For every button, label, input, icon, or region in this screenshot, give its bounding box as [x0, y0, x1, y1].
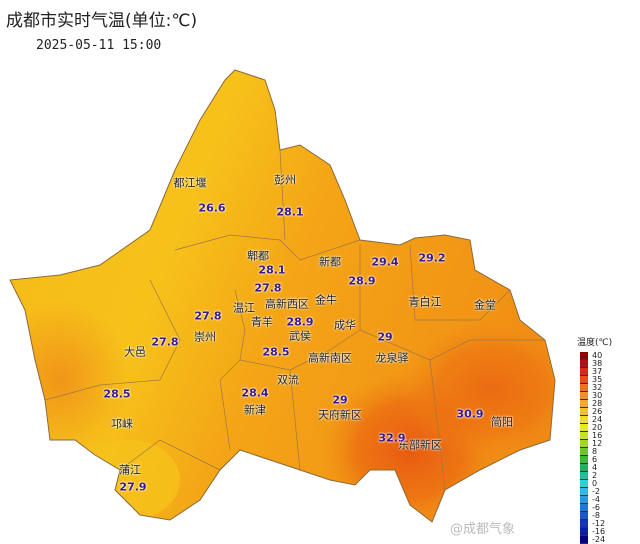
district-name: 武侯 — [289, 329, 311, 343]
district-name: 青羊 — [251, 315, 273, 329]
district-name: 郫都 — [247, 249, 269, 263]
legend-swatch — [580, 496, 588, 504]
legend-tick: 24 — [592, 415, 603, 424]
district-name: 崇州 — [194, 330, 216, 344]
legend-tick: 16 — [592, 431, 603, 440]
legend-tick: -8 — [592, 511, 600, 520]
legend-tick: 35 — [592, 375, 603, 384]
temperature-value: 27.9 — [119, 480, 147, 494]
legend-swatch — [580, 424, 588, 432]
legend-tick: 4 — [592, 463, 598, 472]
district-name: 温江 — [233, 301, 255, 315]
district-name: 都江堰 — [173, 176, 207, 190]
legend-tick: -24 — [592, 535, 606, 544]
district-name: 简阳 — [491, 415, 513, 429]
temperature-value: 27.8 — [194, 309, 222, 323]
legend-swatch — [580, 384, 588, 392]
district-name: 新都 — [319, 255, 341, 269]
temperature-value: 29.4 — [371, 255, 399, 269]
temperature-value: 28.9 — [286, 315, 314, 329]
watermark: @成都气象 — [450, 522, 516, 537]
temperature-value: 27.8 — [254, 281, 282, 295]
temperature-value: 28.1 — [258, 263, 286, 277]
temperature-value: 28.9 — [348, 274, 376, 288]
legend-tick: 40 — [592, 351, 603, 360]
temperature-value: 29.2 — [418, 251, 446, 265]
district-name: 蒲江 — [119, 463, 141, 477]
legend-swatch — [580, 416, 588, 424]
legend-tick: 0 — [592, 479, 598, 488]
legend-tick: 28 — [592, 399, 603, 408]
timestamp: 2025-05-11 15:00 — [36, 38, 162, 53]
legend-swatch — [580, 528, 588, 536]
legend-tick: 2 — [592, 471, 598, 480]
temperature-value: 29 — [377, 330, 393, 344]
temperature-value: 28.5 — [103, 387, 131, 401]
legend-swatch — [580, 400, 588, 408]
map-title: 成都市实时气温(单位:℃) — [6, 11, 198, 31]
legend-swatch — [580, 464, 588, 472]
legend-swatch — [580, 504, 588, 512]
district-name: 高新南区 — [308, 351, 352, 365]
legend-tick: -4 — [592, 495, 600, 504]
legend-swatch — [580, 432, 588, 440]
legend-tick: 32 — [592, 383, 603, 392]
legend-swatch — [580, 520, 588, 528]
legend-tick: 8 — [592, 447, 598, 456]
legend-swatch — [580, 440, 588, 448]
legend-swatch — [580, 536, 588, 544]
legend-tick: 20 — [592, 423, 603, 432]
temperature-value: 30.9 — [456, 407, 484, 421]
temperature-value: 27.8 — [151, 335, 179, 349]
district-name: 天府新区 — [318, 408, 362, 422]
district-name: 龙泉驿 — [375, 351, 409, 365]
district-name: 大邑 — [124, 345, 146, 359]
district-name: 成华 — [334, 318, 356, 332]
district-name: 彭州 — [274, 173, 296, 187]
district-name: 金堂 — [474, 298, 496, 312]
temperature-legend — [580, 352, 588, 544]
legend-tick: -16 — [592, 527, 606, 536]
legend-tick: 12 — [592, 439, 603, 448]
legend-swatch — [580, 392, 588, 400]
legend-swatch — [580, 456, 588, 464]
legend-swatch — [580, 480, 588, 488]
temperature-value: 28.5 — [262, 345, 290, 359]
legend-tick: -2 — [592, 487, 600, 496]
legend-swatch — [580, 360, 588, 368]
district-name: 新津 — [244, 403, 266, 417]
legend-tick: 6 — [592, 455, 598, 464]
legend-swatch — [580, 408, 588, 416]
temperature-value: 29 — [332, 393, 348, 407]
legend-swatch — [580, 448, 588, 456]
district-name: 双流 — [277, 373, 299, 387]
temperature-value: 26.6 — [198, 201, 226, 215]
district-name: 邛崃 — [111, 417, 133, 431]
legend-swatch — [580, 512, 588, 520]
legend-swatch — [580, 488, 588, 496]
legend-tick: -6 — [592, 503, 600, 512]
temperature-value: 28.1 — [276, 205, 304, 219]
legend-tick: 37 — [592, 367, 603, 376]
district-name: 青白江 — [408, 295, 442, 309]
temperature-value: 28.4 — [241, 386, 269, 400]
legend-tick: 26 — [592, 407, 603, 416]
temperature-value: 32.9 — [378, 431, 406, 445]
legend-tick: -12 — [592, 519, 606, 528]
legend-swatch — [580, 352, 588, 360]
district-name: 高新西区 — [265, 297, 309, 311]
legend-tick: 30 — [592, 391, 603, 400]
legend-swatch — [580, 368, 588, 376]
district-name: 金牛 — [315, 293, 337, 307]
legend-tick: 38 — [592, 359, 603, 368]
legend-title: 温度(℃) — [577, 338, 613, 348]
district-name: 东部新区 — [398, 438, 442, 452]
legend-swatch — [580, 376, 588, 384]
legend-swatch — [580, 472, 588, 480]
